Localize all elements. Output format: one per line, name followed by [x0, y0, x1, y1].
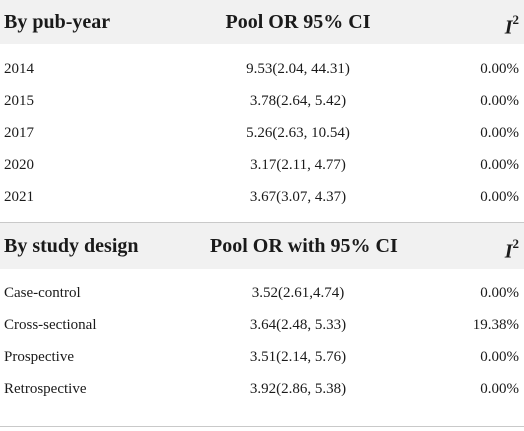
row-i2: 0.00%: [480, 125, 519, 141]
row-or: 9.53(2.04, 44.31): [246, 61, 350, 77]
row-or: 3.64(2.48, 5.33): [249, 317, 347, 333]
table-row: Retrospective 3.92(2.86, 5.38) 0.00%: [0, 374, 524, 404]
row-i2: 0.00%: [480, 189, 519, 205]
study-design-header-row: By study design Pool OR with 95% CI I2: [0, 223, 524, 269]
table-row: 2021 3.67(3.07, 4.37) 0.00%: [0, 182, 524, 212]
row-label: Prospective: [4, 349, 74, 365]
table-row: 2015 3.78(2.64, 5.42) 0.00%: [0, 86, 524, 116]
table-row: 2014 9.53(2.04, 44.31) 0.00%: [0, 54, 524, 84]
table-row: Cross-sectional 3.64(2.48, 5.33) 19.38%: [0, 310, 524, 340]
row-i2: 0.00%: [480, 157, 519, 173]
row-label: Retrospective: [4, 381, 87, 397]
row-or: 3.78(2.64, 5.42): [249, 93, 347, 109]
pub-year-header-row: By pub-year Pool OR 95% CI I2: [0, 0, 524, 44]
row-i2: 0.00%: [480, 285, 519, 301]
pub-year-i2-header: I2: [504, 12, 519, 39]
row-i2: 0.00%: [480, 381, 519, 397]
row-or: 3.51(2.14, 5.76): [249, 349, 347, 365]
row-label: Case-control: [4, 285, 81, 301]
section-divider: [0, 222, 524, 223]
pub-year-or-header: Pool OR 95% CI: [225, 11, 371, 33]
row-label: 2017: [4, 125, 34, 141]
row-or: 5.26(2.63, 10.54): [246, 125, 350, 141]
row-i2: 19.38%: [472, 317, 519, 333]
row-or: 3.92(2.86, 5.38): [249, 381, 347, 397]
row-i2: 0.00%: [480, 93, 519, 109]
row-label: 2020: [4, 157, 34, 173]
row-label: 2014: [4, 61, 34, 77]
table-bottom-rule: [0, 426, 524, 427]
row-label: 2021: [4, 189, 34, 205]
table-row: 2020 3.17(2.11, 4.77) 0.00%: [0, 150, 524, 180]
study-design-group-header: By study design: [4, 235, 139, 257]
row-i2: 0.00%: [480, 349, 519, 365]
table-row: Case-control 3.52(2.61,4.74) 0.00%: [0, 278, 524, 308]
pub-year-group-header: By pub-year: [4, 11, 111, 33]
row-label: Cross-sectional: [4, 317, 97, 333]
row-label: 2015: [4, 93, 34, 109]
table-row: 2017 5.26(2.63, 10.54) 0.00%: [0, 118, 524, 148]
row-i2: 0.00%: [480, 61, 519, 77]
study-design-or-header: Pool OR with 95% CI: [210, 235, 398, 257]
row-or: 3.52(2.61,4.74): [251, 285, 345, 301]
table-row: Prospective 3.51(2.14, 5.76) 0.00%: [0, 342, 524, 372]
row-or: 3.67(3.07, 4.37): [249, 189, 347, 205]
study-design-i2-header: I2: [504, 236, 519, 263]
row-or: 3.17(2.11, 4.77): [250, 157, 346, 173]
